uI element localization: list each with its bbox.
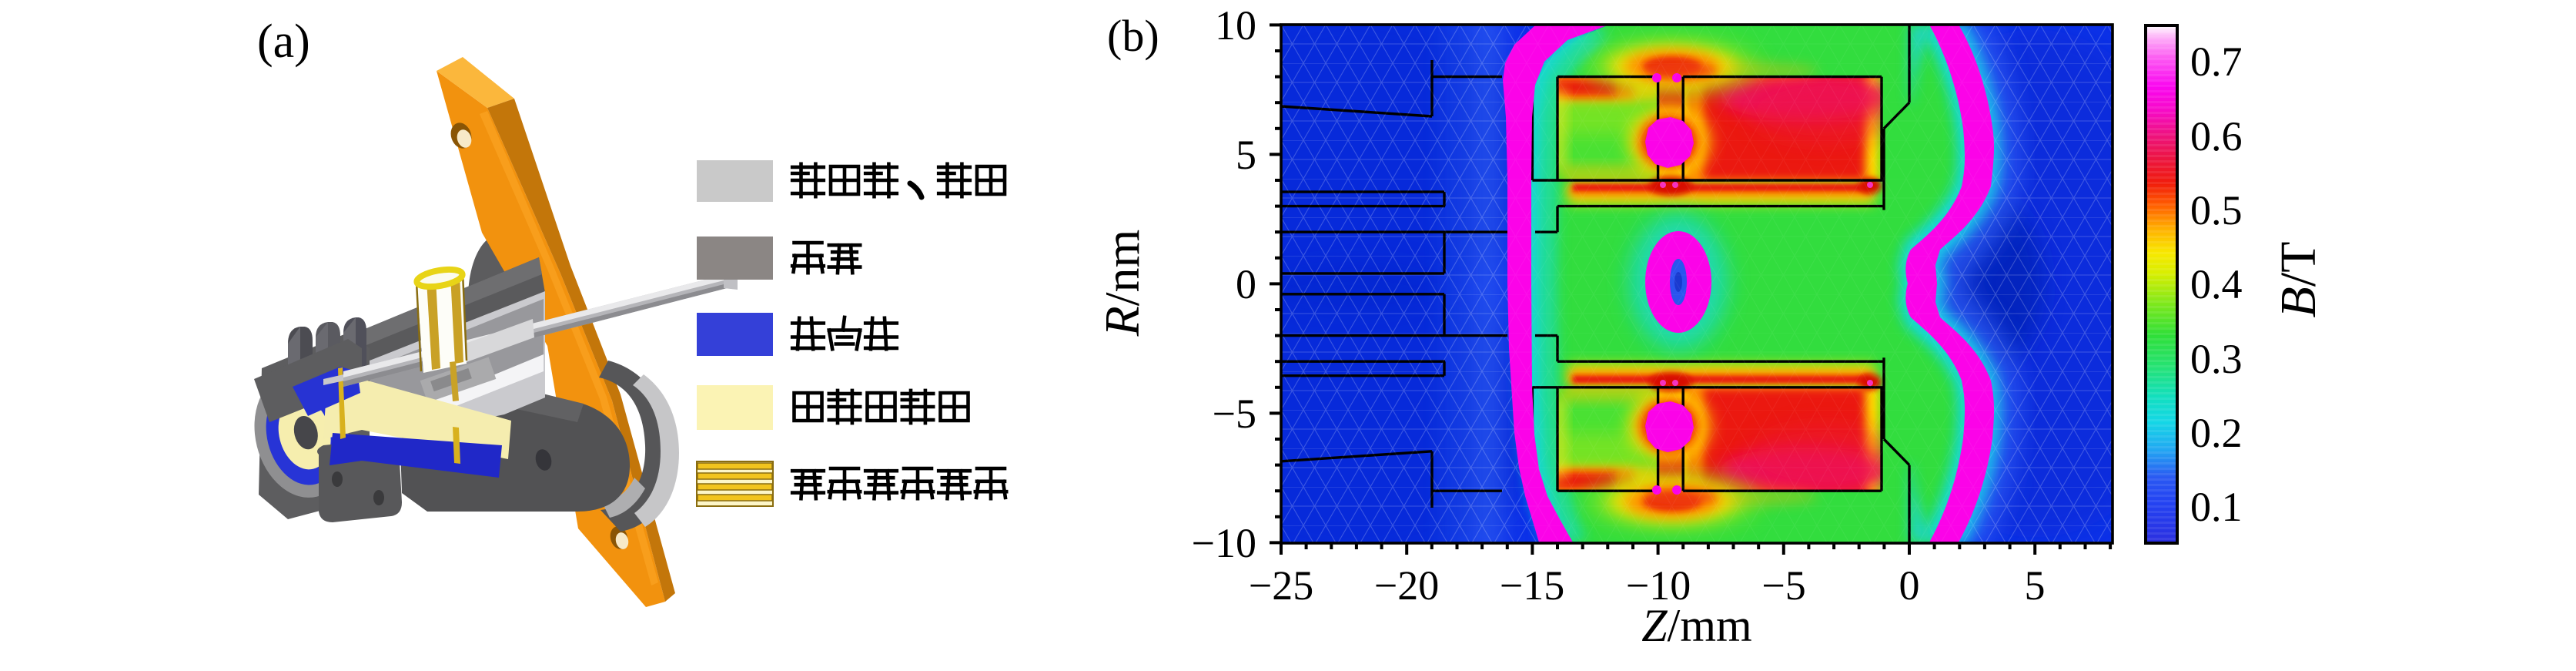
- svg-text:0.7: 0.7: [2190, 39, 2243, 85]
- svg-text:5: 5: [1236, 132, 1256, 178]
- svg-text:0.4: 0.4: [2190, 261, 2243, 307]
- svg-text:−10: −10: [1626, 562, 1691, 609]
- svg-text:−5: −5: [1761, 562, 1805, 609]
- svg-text:0.1: 0.1: [2190, 484, 2243, 530]
- svg-text:−20: −20: [1374, 562, 1439, 609]
- svg-text:0.2: 0.2: [2190, 410, 2243, 456]
- svg-text:0.3: 0.3: [2190, 336, 2243, 382]
- svg-text:(a): (a): [257, 15, 310, 68]
- svg-text:0.5: 0.5: [2190, 187, 2243, 233]
- svg-text:−15: −15: [1500, 562, 1564, 609]
- svg-text:−25: −25: [1249, 562, 1313, 609]
- svg-text:B/T: B/T: [2270, 242, 2327, 318]
- svg-text:R/nm: R/nm: [1095, 230, 1149, 337]
- svg-text:Z/mm: Z/mm: [1641, 600, 1751, 651]
- svg-text:0.6: 0.6: [2190, 113, 2243, 159]
- svg-text:−5: −5: [1213, 391, 1256, 437]
- svg-text:5: 5: [2025, 562, 2046, 609]
- svg-text:(b): (b): [1107, 11, 1159, 61]
- svg-text:0: 0: [1236, 261, 1256, 307]
- svg-text:−10: −10: [1192, 520, 1256, 566]
- svg-text:0: 0: [1899, 562, 1920, 609]
- svg-text:10: 10: [1215, 2, 1256, 49]
